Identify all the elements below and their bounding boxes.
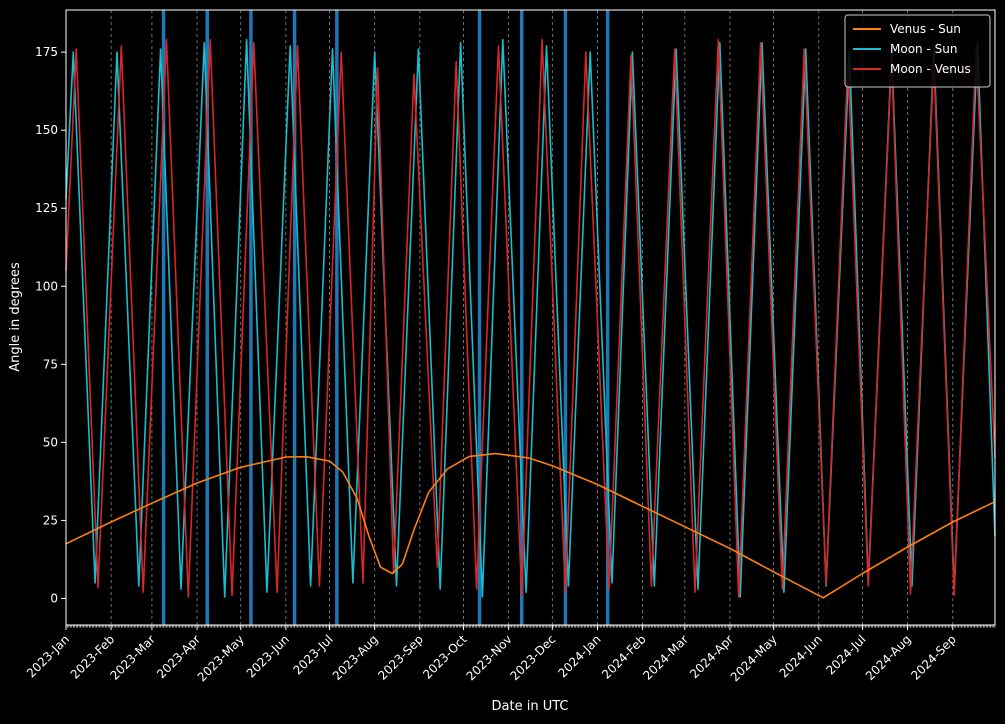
- y-axis: 0 25 50 75 100 125 150 175: [35, 45, 66, 605]
- x-axis-label: Date in UTC: [492, 699, 569, 714]
- series-line-moon-venus: [65, 38, 996, 598]
- series-line-venus-sun: [65, 452, 996, 599]
- y-tick-label: 0: [50, 591, 58, 605]
- y-tick-label: 175: [35, 45, 58, 59]
- legend-label: Moon - Sun: [890, 42, 957, 56]
- y-tick-label: 125: [35, 201, 58, 215]
- y-tick-label: 75: [43, 357, 58, 371]
- y-tick-label: 50: [43, 435, 58, 449]
- y-tick-label: 150: [35, 123, 58, 137]
- y-axis-label: Angle in degrees: [8, 262, 23, 372]
- y-tick-label: 100: [35, 279, 58, 293]
- legend-label: Moon - Venus: [890, 62, 971, 76]
- legend: Venus - Sun Moon - Sun Moon - Venus: [844, 14, 991, 88]
- legend-box: [844, 14, 991, 88]
- y-tick-label: 25: [43, 513, 58, 527]
- series-layer: [65, 38, 996, 599]
- legend-label: Venus - Sun: [890, 22, 961, 36]
